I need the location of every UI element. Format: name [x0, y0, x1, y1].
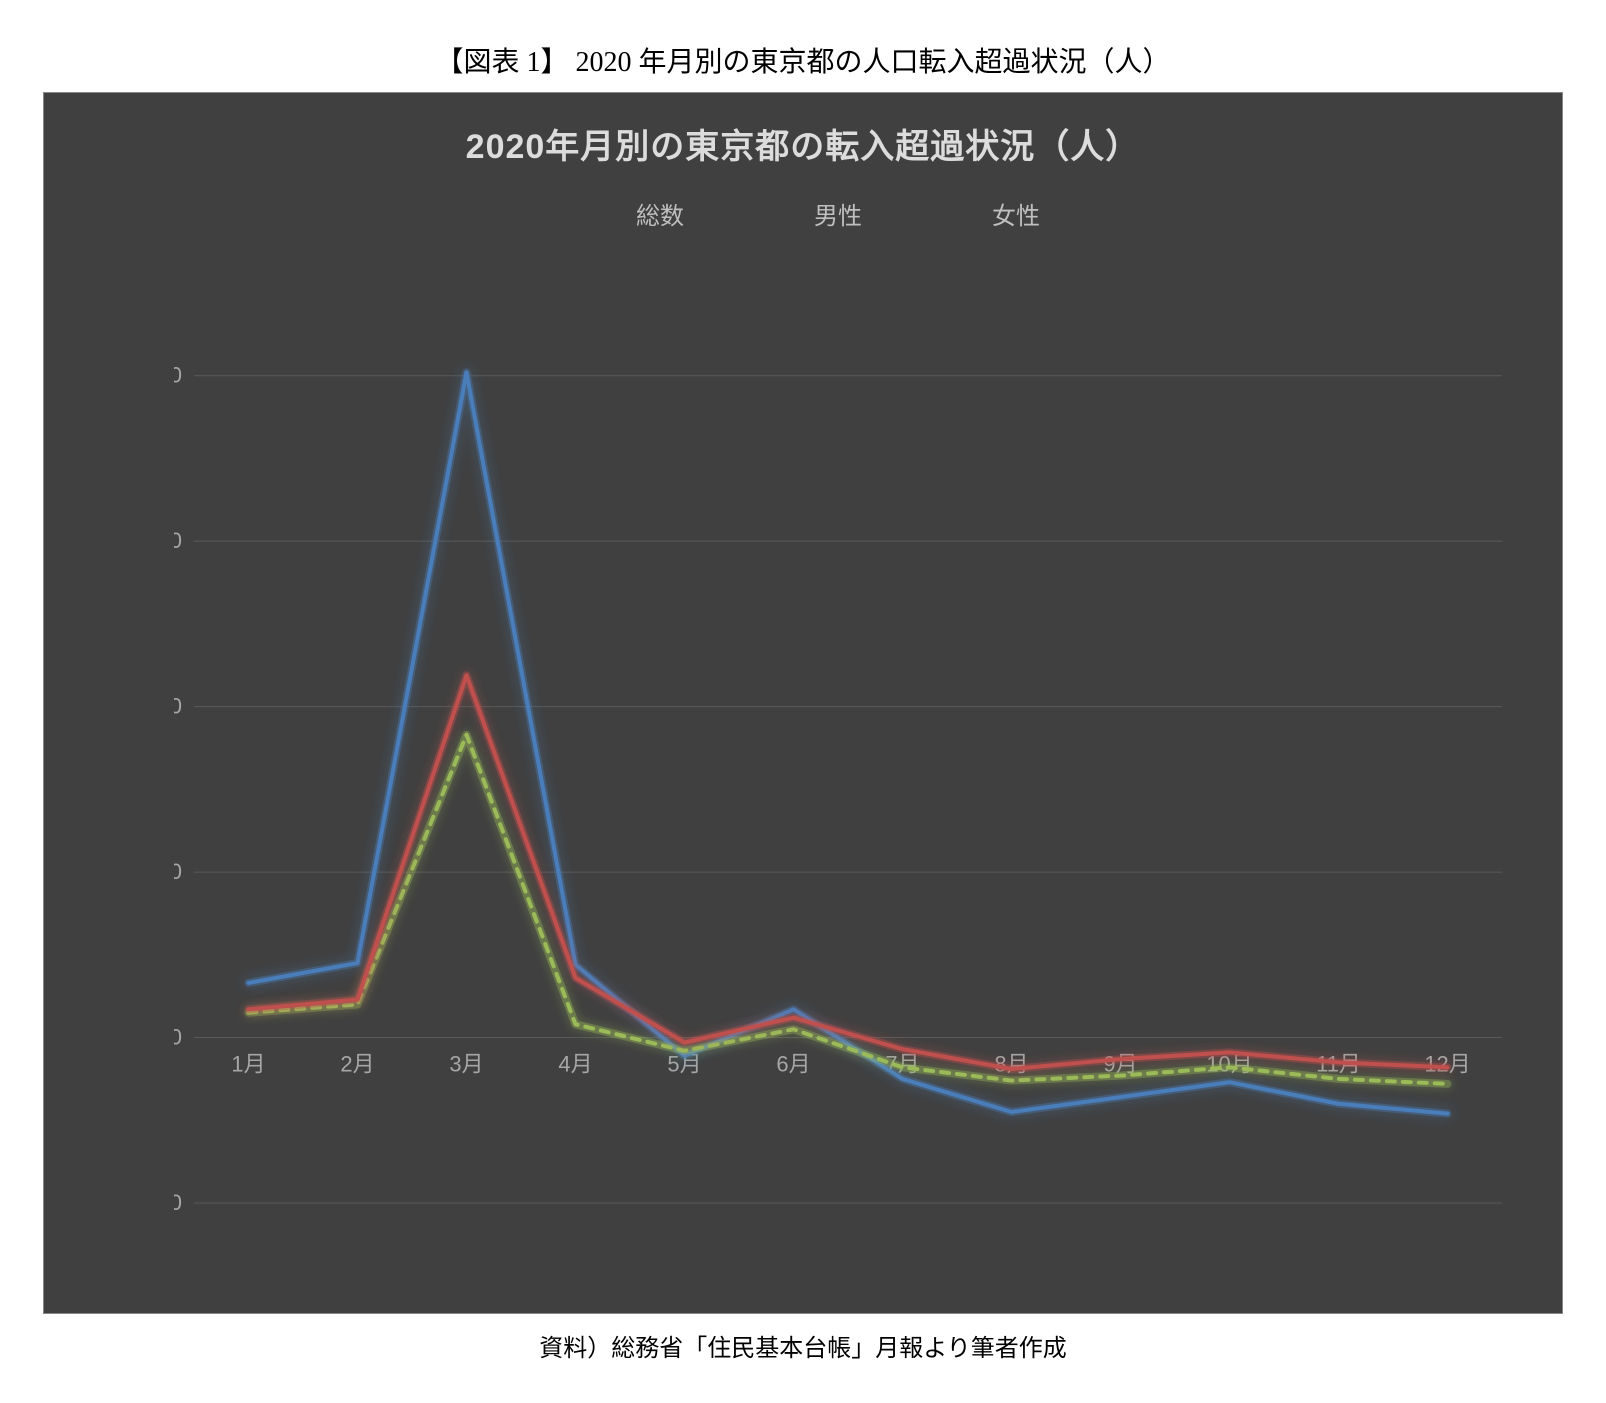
chart-svg: -10,000 0 10,000 20,000 30,000 40,000 1月 2月 3月 4… [174, 273, 1522, 1263]
series-総数 [248, 372, 1447, 1113]
svg-text:-10,000: -10,000 [174, 1190, 182, 1215]
figure-caption-top: 【図表 1】 2020 年月別の東京都の人口転入超過状況（人） [43, 40, 1563, 80]
legend-item-male: 男性 [744, 196, 862, 231]
chart-frame: 2020年月別の東京都の転入超過状況（人） 総数 男性 女性 [43, 92, 1563, 1314]
legend-label-female: 女性 [992, 196, 1040, 231]
svg-text:0: 0 [174, 1025, 182, 1050]
svg-text:30,000: 30,000 [174, 528, 182, 553]
legend-label-male: 男性 [814, 196, 862, 231]
svg-text:4月: 4月 [558, 1052, 592, 1077]
chart-legend: 総数 男性 女性 [44, 196, 1562, 231]
svg-text:3月: 3月 [449, 1052, 483, 1077]
figure-caption-bottom: 資料）総務省「住民基本台帳」月報より筆者作成 [43, 1328, 1563, 1363]
svg-text:2月: 2月 [340, 1052, 374, 1077]
svg-text:10,000: 10,000 [174, 859, 182, 884]
legend-item-total: 総数 [566, 196, 684, 231]
svg-text:1月: 1月 [231, 1052, 265, 1077]
figure-wrapper: 【図表 1】 2020 年月別の東京都の人口転入超過状況（人） 2020年月別の… [43, 40, 1563, 1363]
svg-text:40,000: 40,000 [174, 363, 182, 388]
chart-plot-area: -10,000 0 10,000 20,000 30,000 40,000 1月 2月 3月 4… [174, 273, 1522, 1263]
chart-title: 2020年月別の東京都の転入超過状況（人） [44, 93, 1562, 168]
svg-text:6月: 6月 [776, 1052, 810, 1077]
svg-text:20,000: 20,000 [174, 694, 182, 719]
legend-item-female: 女性 [922, 196, 1040, 231]
legend-label-total: 総数 [636, 196, 684, 231]
